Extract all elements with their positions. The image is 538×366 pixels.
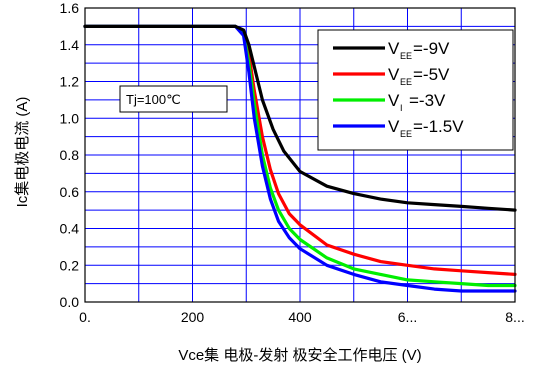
legend-subscript: EE bbox=[400, 51, 412, 61]
x-tick-label: 400 bbox=[288, 309, 312, 325]
x-axis-title: Vce集 电极-发射 极安全工作电压 (V) bbox=[178, 346, 421, 364]
y-tick-label: 1.2 bbox=[60, 74, 80, 90]
x-tick-label: 8... bbox=[505, 309, 524, 325]
x-tick-labels: 0. 200 400 6... 8... bbox=[79, 309, 525, 325]
annotation-text: Tj=100℃ bbox=[126, 92, 181, 107]
series-line-4 bbox=[83, 24, 517, 293]
legend-frame bbox=[317, 29, 514, 151]
y-tick-label: 0.4 bbox=[60, 221, 80, 237]
legend-label: V bbox=[388, 117, 400, 136]
y-tick-label: 0.0 bbox=[60, 294, 80, 310]
x-tick-label: 6... bbox=[398, 309, 417, 325]
series-lines bbox=[83, 24, 517, 293]
series-line-1 bbox=[83, 24, 517, 212]
legend-entry: V EE =-1.5V bbox=[333, 117, 464, 139]
y-tick-label: 1.0 bbox=[60, 110, 80, 126]
y-tick-label: 1.6 bbox=[60, 0, 80, 16]
legend-label: V bbox=[388, 39, 400, 58]
legend-subscript: EE bbox=[400, 129, 412, 139]
y-axis-title: Ic集电极电流 (A) bbox=[14, 97, 31, 208]
legend-entries: V EE =-9VV EE =-5VV I =-3VV EE =-1.5V bbox=[333, 39, 464, 139]
annotation-frame bbox=[119, 85, 228, 113]
legend-entry: V EE =-9V bbox=[333, 39, 450, 61]
legend: V EE =-9VV EE =-5VV I =-3VV EE =-1.5V bbox=[317, 29, 514, 151]
y-tick-label: 1.4 bbox=[60, 37, 80, 53]
x-tick-label: 200 bbox=[181, 309, 205, 325]
legend-value: =-3V bbox=[409, 91, 446, 110]
legend-entry: V EE =-5V bbox=[333, 65, 450, 87]
legend-value: =-5V bbox=[413, 65, 450, 84]
x-tick-label: 0. bbox=[79, 309, 91, 325]
y-tick-label: 0.6 bbox=[60, 184, 80, 200]
legend-subscript: EE bbox=[400, 77, 412, 87]
plot-frame bbox=[84, 7, 516, 303]
legend-value: =-9V bbox=[413, 39, 450, 58]
y-tick-label: 0.2 bbox=[60, 257, 80, 273]
y-tick-label: 0.8 bbox=[60, 147, 80, 163]
legend-value: =-1.5V bbox=[413, 117, 464, 136]
annotation-box: Tj=100℃ bbox=[119, 85, 228, 113]
y-tick-labels: 0.0 0.2 0.4 0.6 0.8 1.0 1.2 1.4 1.6 bbox=[60, 0, 80, 310]
legend-label: V bbox=[388, 91, 400, 110]
legend-label: V bbox=[388, 65, 400, 84]
legend-subscript: I bbox=[400, 103, 403, 113]
legend-entry: V I =-3V bbox=[333, 91, 446, 113]
